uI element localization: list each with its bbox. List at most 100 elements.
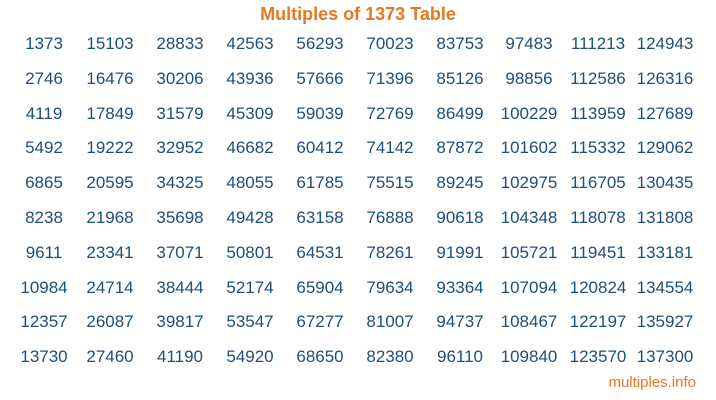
table-cell: 135927 bbox=[636, 312, 694, 332]
table-cell: 108467 bbox=[500, 312, 558, 332]
table-cell: 28833 bbox=[156, 34, 204, 53]
table-cell: 30206 bbox=[156, 68, 204, 88]
table-cell: 89245 bbox=[436, 173, 484, 193]
table-cell: 116705 bbox=[570, 173, 626, 193]
table-cell: 67277 bbox=[296, 312, 344, 332]
table-cell: 126316 bbox=[636, 68, 694, 88]
table-cell: 17849 bbox=[86, 103, 134, 123]
table-cell: 113959 bbox=[570, 103, 626, 123]
table-cell: 5492 bbox=[25, 138, 63, 158]
table-cell: 112586 bbox=[570, 68, 626, 88]
page-title: Multiples of 1373 Table bbox=[260, 4, 456, 24]
table-cell: 94737 bbox=[436, 312, 484, 332]
table-cell: 9611 bbox=[25, 242, 63, 262]
table-cell: 72769 bbox=[366, 103, 414, 123]
table-cell: 10984 bbox=[20, 277, 68, 297]
table-cell: 78261 bbox=[366, 242, 414, 262]
table-cell: 100229 bbox=[500, 103, 558, 123]
table-cell: 79634 bbox=[366, 277, 414, 297]
table-cell: 16476 bbox=[86, 68, 134, 88]
table-cell: 48055 bbox=[226, 173, 274, 193]
table-cell: 56293 bbox=[296, 34, 344, 53]
table-cell: 31579 bbox=[156, 103, 204, 123]
table-cell: 127689 bbox=[636, 103, 694, 123]
table-cell: 35698 bbox=[156, 208, 204, 227]
table-cell: 82380 bbox=[366, 347, 414, 367]
table-cell: 124943 bbox=[636, 34, 694, 53]
table-cell: 1373 bbox=[25, 34, 63, 53]
table-cell: 131808 bbox=[636, 208, 694, 227]
table-cell: 93364 bbox=[436, 277, 484, 297]
table-cell: 107094 bbox=[500, 277, 558, 297]
table-cell: 54920 bbox=[226, 347, 274, 367]
table-cell: 41190 bbox=[156, 347, 203, 367]
table-cell: 122197 bbox=[569, 312, 627, 332]
table-cell: 75515 bbox=[366, 173, 414, 193]
table-cell: 45309 bbox=[226, 103, 274, 123]
table-cell: 104348 bbox=[500, 208, 558, 227]
table-cell: 119451 bbox=[570, 242, 626, 262]
table-cell: 76888 bbox=[366, 208, 414, 227]
table-cell: 74142 bbox=[366, 138, 414, 158]
table-cell: 63158 bbox=[296, 208, 344, 227]
table-cell: 26087 bbox=[86, 312, 134, 332]
table-cell: 38444 bbox=[156, 277, 204, 297]
table-cell: 42563 bbox=[226, 34, 274, 53]
table-cell: 12357 bbox=[20, 312, 68, 332]
table-cell: 137300 bbox=[636, 347, 694, 367]
table-cell: 123570 bbox=[569, 347, 627, 367]
table-cell: 20595 bbox=[86, 173, 134, 193]
table-cell: 130435 bbox=[636, 173, 694, 193]
table-cell: 98856 bbox=[505, 68, 553, 88]
table-cell: 118078 bbox=[570, 208, 626, 227]
site-link[interactable]: multiples.info bbox=[608, 374, 696, 391]
table-cell: 39817 bbox=[156, 312, 204, 332]
table-cell: 64531 bbox=[296, 242, 344, 262]
table-cell: 115332 bbox=[570, 138, 626, 158]
table-cell: 85126 bbox=[436, 68, 484, 88]
table-cell: 133181 bbox=[636, 242, 694, 262]
table-cell: 83753 bbox=[436, 34, 484, 53]
table-cell: 24714 bbox=[86, 277, 134, 297]
table-cell: 46682 bbox=[226, 138, 274, 158]
table-cell: 32952 bbox=[156, 138, 204, 158]
table-cell: 13730 bbox=[20, 347, 68, 367]
table-cell: 19222 bbox=[86, 138, 134, 158]
table-cell: 37071 bbox=[156, 242, 204, 262]
table-cell: 102975 bbox=[500, 173, 558, 193]
table-cell: 21968 bbox=[86, 208, 134, 227]
table-cell: 27460 bbox=[86, 347, 134, 367]
table-cell: 43936 bbox=[226, 68, 274, 88]
table-cell: 15103 bbox=[86, 34, 134, 53]
table-cell: 96110 bbox=[436, 347, 483, 367]
table-cell: 97483 bbox=[505, 34, 553, 53]
table-cell: 105721 bbox=[500, 242, 558, 262]
table-cell: 87872 bbox=[436, 138, 484, 158]
table-cell: 101602 bbox=[500, 138, 558, 158]
table-cell: 6865 bbox=[25, 173, 63, 193]
table-cell: 8238 bbox=[25, 208, 63, 227]
table-cell: 71396 bbox=[366, 68, 414, 88]
table-cell: 90618 bbox=[436, 208, 484, 227]
table-cell: 34325 bbox=[156, 173, 204, 193]
table-cell: 57666 bbox=[296, 68, 344, 88]
table-cell: 59039 bbox=[296, 103, 344, 123]
table-cell: 129062 bbox=[636, 138, 694, 158]
table-cell: 120824 bbox=[569, 277, 627, 297]
table-cell: 91991 bbox=[436, 242, 484, 262]
table-cell: 86499 bbox=[436, 103, 484, 123]
table-cell: 70023 bbox=[366, 34, 414, 53]
table-cell: 81007 bbox=[366, 312, 414, 332]
table-cell: 111213 bbox=[570, 34, 626, 53]
table-cell: 50801 bbox=[226, 242, 274, 262]
table-cell: 109840 bbox=[500, 347, 558, 367]
table-cell: 52174 bbox=[226, 277, 274, 297]
table-cell: 60412 bbox=[296, 138, 344, 158]
table-cell: 53547 bbox=[226, 312, 274, 332]
table-cell: 49428 bbox=[226, 208, 274, 227]
table-cell: 68650 bbox=[296, 347, 344, 367]
table-cell: 65904 bbox=[296, 277, 344, 297]
table-cell: 23341 bbox=[86, 242, 134, 262]
table-cell: 61785 bbox=[296, 173, 344, 193]
table-cell: 4119 bbox=[25, 103, 63, 123]
